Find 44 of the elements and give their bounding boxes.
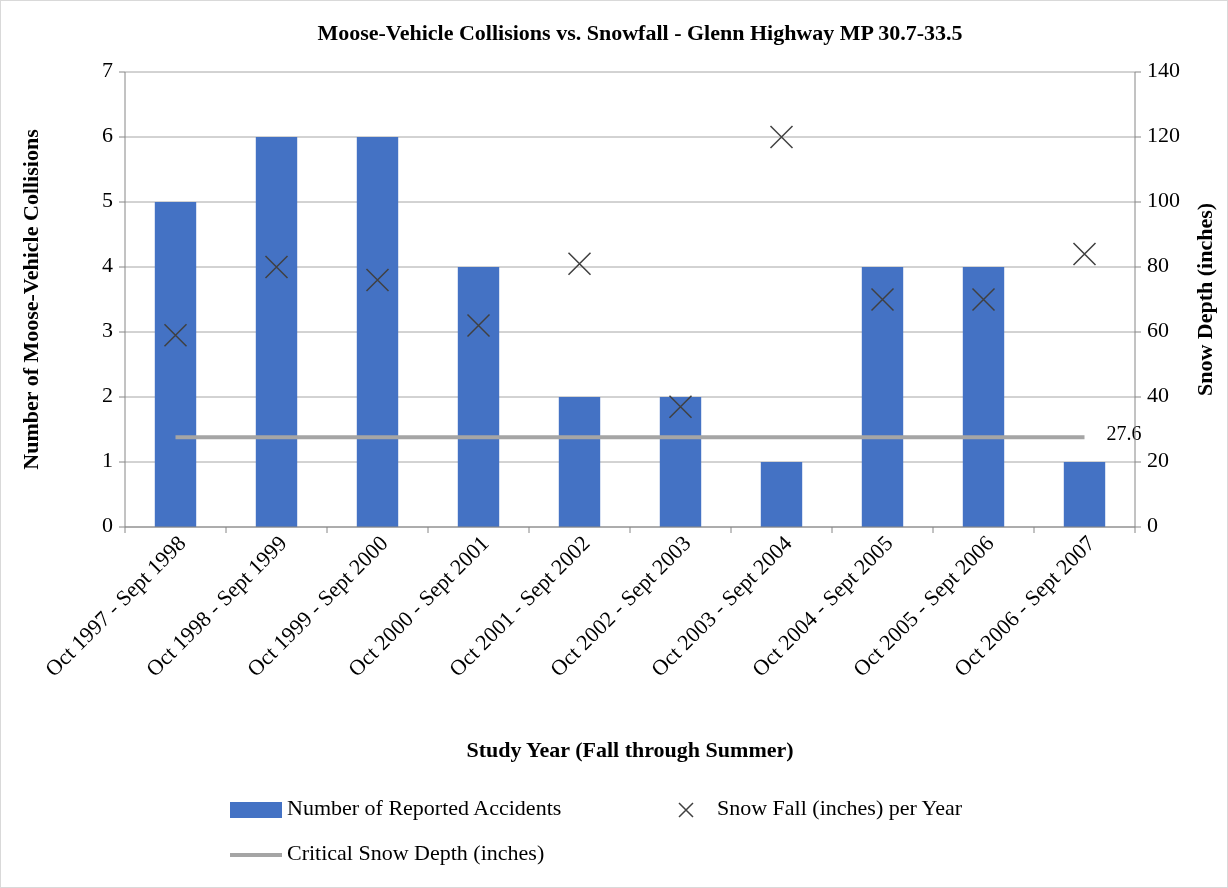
y-tick-label: 5 (102, 187, 113, 213)
legend-label: Number of Reported Accidents (287, 795, 562, 821)
point (1072, 242, 1097, 266)
point (264, 255, 289, 279)
y-tick-label: 3 (102, 317, 113, 343)
bar (356, 137, 399, 527)
y2-tick-label: 80 (1147, 252, 1169, 278)
y-tick-label: 0 (102, 512, 113, 538)
y2-tick-label: 0 (1147, 512, 1158, 538)
bar (861, 267, 904, 527)
point (668, 395, 693, 419)
point (971, 287, 996, 312)
legend-label: Snow Fall (inches) per Year (717, 795, 963, 821)
y2-tick-label: 20 (1147, 447, 1169, 473)
y2-axis-title: Snow Depth (inches) (1192, 202, 1217, 397)
y2-tick-label: 140 (1147, 57, 1180, 83)
y-tick-label: 2 (102, 382, 113, 408)
y2-tick-label: 120 (1147, 122, 1180, 148)
bar (154, 202, 197, 527)
y-tick-label: 6 (102, 122, 113, 148)
y-axis-title: Number of Moose-Vehicle Collisions (18, 128, 43, 470)
bar (659, 397, 702, 527)
bar (558, 397, 601, 527)
point (870, 287, 895, 312)
y-tick-label: 4 (102, 252, 113, 278)
y2-tick-label: 100 (1147, 187, 1180, 213)
y-tick-label: 7 (102, 57, 113, 83)
y2-tick-label: 40 (1147, 382, 1169, 408)
x-axis-title: Study Year (Fall through Summer) (466, 737, 794, 762)
point (567, 252, 592, 276)
y-tick-label: 1 (102, 447, 113, 473)
point (163, 323, 188, 347)
data-label: 27.6 (1106, 421, 1142, 444)
point (466, 313, 491, 338)
bar (255, 137, 298, 527)
point (769, 125, 794, 149)
bar (1063, 462, 1106, 527)
bar (962, 267, 1005, 527)
bar (760, 462, 803, 527)
y2-tick-label: 60 (1147, 317, 1169, 343)
chart-title: Moose-Vehicle Collisions vs. Snowfall - Glenn Highway MP 30.7-33.5 (317, 20, 963, 45)
bar (457, 267, 500, 527)
legend-label: Critical Snow Depth (inches) (287, 840, 545, 866)
point (365, 268, 390, 292)
